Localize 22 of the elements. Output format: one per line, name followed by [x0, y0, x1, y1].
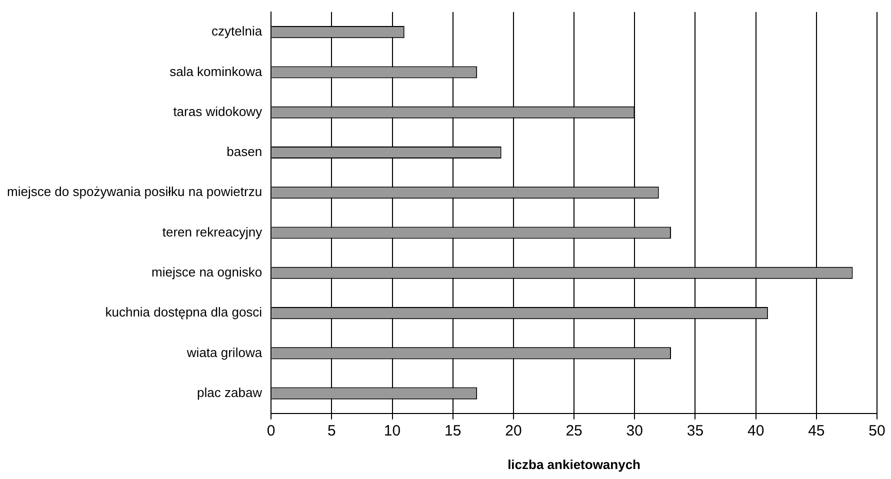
y-tick-label: basen	[226, 144, 262, 160]
x-tick-label: 45	[808, 422, 825, 440]
x-tick-label: 10	[384, 422, 401, 440]
x-tick-label: 35	[686, 422, 704, 440]
y-tick-label: wiata grilowa	[186, 344, 263, 360]
x-axis-title: liczba ankietowanych	[508, 456, 641, 472]
y-tick-label: sala kominkowa	[170, 64, 263, 79]
y-tick-label: miejsce na ognisko	[152, 264, 262, 280]
y-tick-label: plac zabaw	[197, 384, 263, 400]
x-tick-label: 40	[747, 422, 764, 440]
x-tick-label: 0	[266, 422, 276, 440]
y-tick-label: kuchnia dostępna dla gosci	[105, 304, 262, 320]
y-tick-label: miejsce do spożywania posiłku na powietrzu	[6, 184, 262, 200]
y-tick-label: teren rekreacyjny	[162, 224, 263, 240]
x-tick-label: 25	[566, 422, 582, 440]
x-tick-label: 50	[868, 422, 886, 440]
y-tick-label: taras widokowy	[173, 104, 263, 119]
y-tick-label: czytelnia	[211, 24, 263, 39]
x-tick-label: 30	[626, 422, 643, 440]
x-tick-label: 20	[505, 422, 522, 440]
x-tick-label: 15	[444, 422, 462, 440]
x-tick-label: 5	[327, 422, 336, 440]
